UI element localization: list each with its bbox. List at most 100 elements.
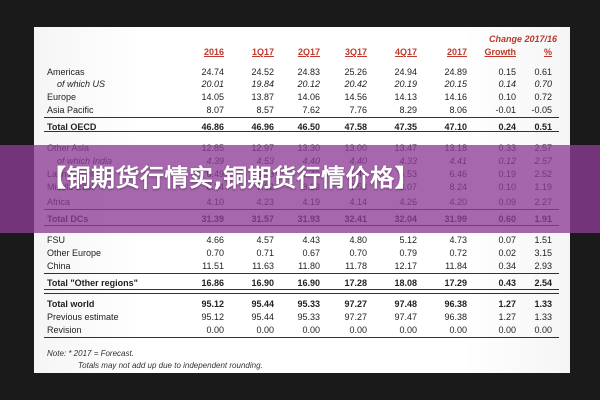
cell-value: 0.10 xyxy=(498,92,516,102)
column-header: 3Q17 xyxy=(344,47,367,57)
table-rule xyxy=(44,131,559,132)
cell-value: 0.02 xyxy=(498,248,516,258)
cell-value: 24.74 xyxy=(201,67,224,77)
row-label: of which US xyxy=(57,79,106,89)
cell-value: 17.28 xyxy=(344,278,367,288)
table-row: Total OECD 46.86 46.96 46.50 47.58 47.35 47.10… xyxy=(34,122,570,135)
cell-value: 97.27 xyxy=(344,299,367,309)
cell-value: 0.00 xyxy=(302,325,320,335)
cell-value: 7.76 xyxy=(349,105,367,115)
cell-value: 24.94 xyxy=(394,67,417,77)
cell-value: 0.71 xyxy=(256,248,274,258)
cell-value: 20.01 xyxy=(201,79,224,89)
cell-value: 4.66 xyxy=(206,235,224,245)
row-label: Asia Pacific xyxy=(47,105,94,115)
cell-value: 11.51 xyxy=(202,261,224,271)
row-label: Revision xyxy=(47,325,82,335)
cell-value: 17.29 xyxy=(444,278,467,288)
cell-value: 0.70 xyxy=(206,248,224,258)
cell-value: -0.05 xyxy=(531,105,552,115)
cell-value: 0.00 xyxy=(206,325,224,335)
change-header: Change 2017/16 xyxy=(488,34,558,44)
note-rounding: Totals may not add up due to independent… xyxy=(78,361,263,370)
cell-value: 11.84 xyxy=(445,261,467,271)
column-header: % xyxy=(543,47,552,57)
cell-value: 97.48 xyxy=(394,299,417,309)
cell-value: 0.43 xyxy=(498,278,516,288)
cell-value: 16.86 xyxy=(201,278,224,288)
cell-value: 24.52 xyxy=(251,67,274,77)
cell-value: 25.26 xyxy=(344,67,367,77)
column-header: 2Q17 xyxy=(297,47,320,57)
cell-value: 4.57 xyxy=(256,235,274,245)
cell-value: 0.00 xyxy=(399,325,417,335)
cell-value: 0.24 xyxy=(498,122,516,132)
row-label: Total world xyxy=(47,299,95,309)
cell-value: 0.07 xyxy=(498,235,516,245)
cell-value: 95.12 xyxy=(201,299,224,309)
cell-value: 0.15 xyxy=(498,67,516,77)
cell-value: 95.44 xyxy=(251,299,274,309)
table-row: Revision 0.00 0.00 0.00 0.00 0.00 0.00 0.00 0.00 xyxy=(34,325,570,338)
cell-value: 1.27 xyxy=(498,299,516,309)
cell-value: 0.70 xyxy=(534,79,552,89)
row-label: Total OECD xyxy=(47,122,97,132)
cell-value: 2.54 xyxy=(534,278,552,288)
cell-value: 0.79 xyxy=(399,248,417,258)
cell-value: 0.00 xyxy=(498,325,516,335)
note-forecast: Note: * 2017 = Forecast. xyxy=(47,349,134,358)
cell-value: 0.51 xyxy=(534,122,552,132)
cell-value: 0.72 xyxy=(534,92,552,102)
cell-value: 2.93 xyxy=(534,261,552,271)
cell-value: 47.58 xyxy=(344,122,367,132)
cell-value: 14.13 xyxy=(394,92,417,102)
cell-value: 14.05 xyxy=(201,92,224,102)
cell-value: 46.86 xyxy=(201,122,224,132)
cell-value: 95.33 xyxy=(297,312,320,322)
table-row: of which US 20.01 19.84 20.12 20.42 20.19 20.1… xyxy=(34,79,570,92)
cell-value: 95.12 xyxy=(201,312,224,322)
cell-value: 46.96 xyxy=(251,122,274,132)
banner-title[interactable]: 【铜期货行情实,铜期货行情价格】 xyxy=(42,164,420,192)
cell-value: 97.47 xyxy=(394,312,417,322)
cell-value: 1.33 xyxy=(534,312,552,322)
cell-value: 1.33 xyxy=(534,299,552,309)
row-label: Previous estimate xyxy=(47,312,119,322)
cell-value: 0.70 xyxy=(349,248,367,258)
column-header: 2017 xyxy=(446,47,467,57)
overlay-banner xyxy=(0,145,600,233)
table-row: Asia Pacific 8.07 8.57 7.62 7.76 8.29 8.06 -0.0… xyxy=(34,105,570,118)
table-row: FSU 4.66 4.57 4.43 4.80 5.12 4.73 0.07 1.51 xyxy=(34,235,570,248)
table-rule xyxy=(44,293,559,294)
cell-value: 0.00 xyxy=(449,325,467,335)
table-row: Total world 95.12 95.44 95.33 97.27 97.48 96.3… xyxy=(34,299,570,312)
cell-value: 0.00 xyxy=(349,325,367,335)
cell-value: 47.35 xyxy=(394,122,417,132)
cell-value: 5.12 xyxy=(399,235,417,245)
cell-value: 8.07 xyxy=(206,105,224,115)
table-row: Americas 24.74 24.52 24.83 25.26 24.94 24.89 0.… xyxy=(34,67,570,80)
table-rule xyxy=(44,289,559,290)
cell-value: 14.06 xyxy=(297,92,320,102)
cell-value: 14.56 xyxy=(344,92,367,102)
row-label: Other Europe xyxy=(47,248,102,258)
cell-value: 8.29 xyxy=(399,105,417,115)
cell-value: 97.27 xyxy=(344,312,367,322)
cell-value: 96.38 xyxy=(444,312,467,322)
cell-value: 12.17 xyxy=(394,261,417,271)
cell-value: 0.72 xyxy=(449,248,467,258)
cell-value: 24.83 xyxy=(297,67,320,77)
column-header: Growth xyxy=(484,47,517,57)
table-row: Europe 14.05 13.87 14.06 14.56 14.13 14.16 0.10… xyxy=(34,92,570,105)
table-row: Previous estimate 95.12 95.44 95.33 97.27 97.… xyxy=(34,312,570,325)
row-label: China xyxy=(47,261,71,271)
cell-value: 20.15 xyxy=(444,79,467,89)
cell-value: 8.57 xyxy=(256,105,274,115)
row-label: Total "Other regions" xyxy=(47,278,138,288)
cell-value: 95.33 xyxy=(297,299,320,309)
cell-value: 3.15 xyxy=(534,248,552,258)
cell-value: 16.90 xyxy=(297,278,320,288)
cell-value: 16.90 xyxy=(251,278,274,288)
cell-value: -0.01 xyxy=(495,105,516,115)
cell-value: 13.87 xyxy=(251,92,274,102)
